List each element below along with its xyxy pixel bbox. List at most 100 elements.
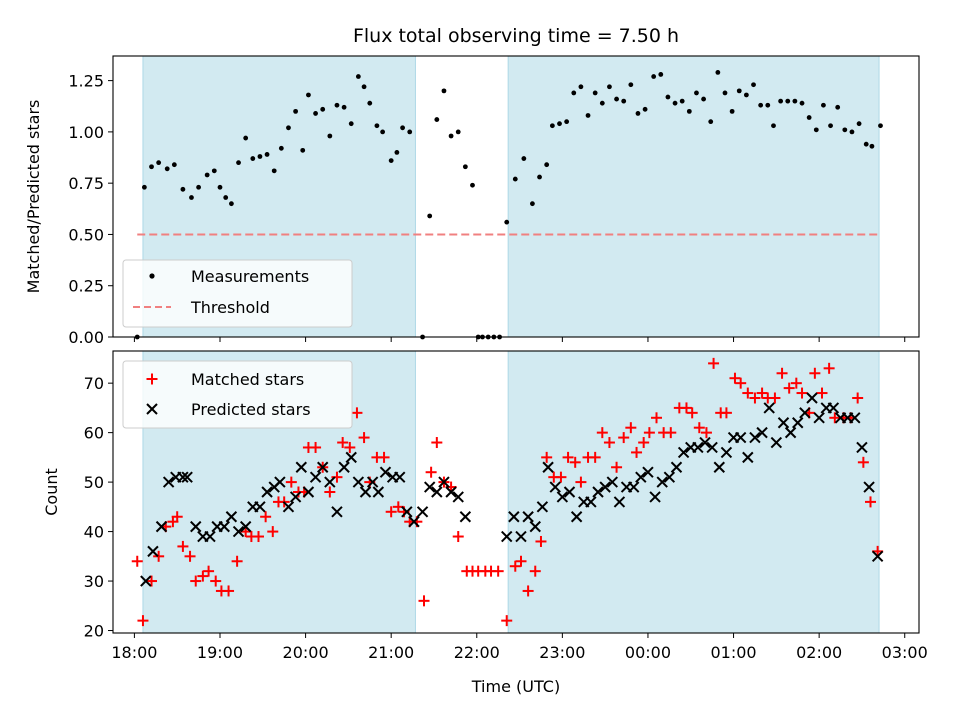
predicted-stars-point [416, 506, 429, 518]
matched-stars-point [190, 575, 202, 587]
predicted-stars-point [536, 501, 549, 513]
x-stroke [542, 461, 554, 473]
predicted-stars-point [677, 446, 690, 459]
measurement-point [300, 147, 306, 153]
measurement-point [286, 125, 291, 131]
legend-x-glyph [146, 403, 158, 415]
x-stroke [316, 461, 329, 473]
measurement-point [243, 135, 249, 141]
matched-stars-point [769, 392, 781, 404]
x-tick-label: 00:00 [625, 643, 671, 662]
predicted-stars-point [749, 431, 761, 444]
matched-stars-point [700, 427, 712, 439]
predicted-stars-point [799, 407, 811, 419]
measurement-point [686, 108, 692, 114]
x-stroke [720, 446, 733, 459]
matched-stars-point [378, 451, 390, 463]
measurement-point [835, 104, 841, 110]
measurement-point [367, 100, 373, 106]
predicted-stars-points [140, 392, 884, 587]
x-stroke [254, 501, 266, 513]
measurement-point [355, 74, 361, 79]
measurement-point [544, 162, 550, 168]
y-tick-label: 70 [84, 374, 104, 393]
measurement-point [628, 82, 634, 88]
matched-stars-point [643, 427, 655, 439]
measurement-point [530, 201, 535, 207]
x-stroke [181, 471, 193, 483]
predicted-stars-point [515, 530, 527, 543]
matched-stars-point [231, 555, 243, 567]
predicted-stars-point [770, 436, 783, 449]
x-stroke [656, 476, 668, 488]
predicted-stars-point [239, 520, 252, 533]
matched-stars-point [260, 511, 272, 523]
measurement-point [341, 104, 347, 110]
x-stroke [827, 402, 840, 414]
measurement-point [189, 195, 194, 200]
x-stroke [331, 506, 343, 518]
measurement-point [758, 102, 764, 108]
predicted-stars-point [529, 520, 541, 533]
measurement-point [204, 172, 210, 178]
matched-stars-point [596, 427, 608, 439]
x-stroke [734, 431, 747, 444]
y-tick-label: 50 [84, 473, 104, 492]
predicted-stars-point [261, 486, 273, 498]
predicted-stars-point [713, 461, 725, 473]
x-stroke [792, 417, 804, 429]
matched-stars-point [253, 531, 265, 543]
legend-plus-glyph [146, 373, 158, 385]
x-stroke [232, 525, 245, 538]
predicted-stars-point [345, 451, 357, 464]
x-stroke [529, 520, 541, 533]
x-stroke [813, 412, 825, 424]
matched-stars-point [184, 550, 196, 562]
predicted-stars-point [232, 525, 245, 538]
x-stroke [692, 441, 704, 454]
measurement-point [156, 160, 162, 166]
x-stroke [401, 506, 413, 518]
predicted-stars-point [763, 402, 775, 414]
x-stroke [770, 436, 783, 449]
matched-stars-point [418, 595, 430, 607]
predicted-stars-point [570, 511, 583, 523]
measurement-point [856, 121, 862, 127]
x-stroke [274, 476, 286, 488]
x-stroke [777, 417, 790, 429]
matched-stars-point [569, 456, 581, 468]
x-stroke [282, 501, 295, 513]
matched-stars-point [857, 456, 869, 468]
x-stroke [599, 481, 611, 493]
matched-stars-point [575, 476, 587, 488]
matched-stars-point [783, 382, 795, 394]
x-stroke [324, 476, 336, 488]
predicted-stars-point [784, 426, 797, 439]
x-stroke [225, 511, 238, 523]
x-stroke [556, 491, 569, 503]
measurement-point [729, 108, 735, 114]
x-stroke [522, 511, 534, 523]
x-stroke [338, 461, 350, 473]
measurement-point [470, 182, 475, 188]
x-stroke [856, 441, 868, 454]
measurement-point [828, 123, 833, 129]
top-plot-frame [112, 55, 920, 338]
measurement-point [792, 98, 798, 104]
predicted-stars-point [431, 486, 443, 498]
measurement-point [223, 195, 229, 200]
bottom-legend-box [122, 360, 353, 429]
predicted-stars-point [295, 461, 308, 473]
legend-threshold-label: Threshold [190, 298, 270, 317]
predicted-stars-point [585, 496, 597, 508]
predicted-stars-point [423, 481, 436, 493]
top-legend: Measurements Threshold [122, 259, 353, 328]
predicted-stars-point [438, 476, 450, 488]
x-stroke [763, 402, 775, 414]
x-stroke [613, 496, 626, 508]
matched-stars-point [555, 471, 567, 483]
predicted-stars-point [599, 481, 611, 493]
measurement-point [849, 129, 855, 135]
x-stroke [670, 461, 683, 473]
predicted-stars-point [642, 466, 654, 478]
